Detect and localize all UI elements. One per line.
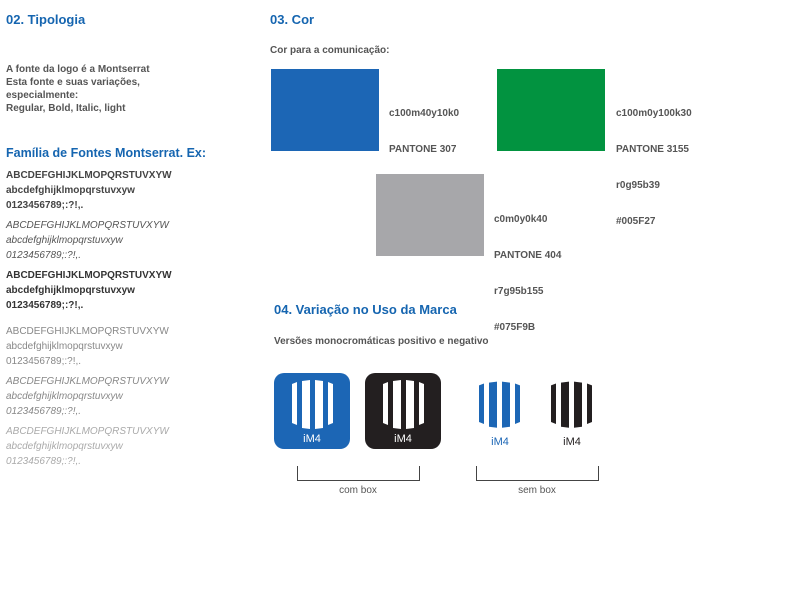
- com-box-label: com box: [339, 485, 377, 496]
- sem-box-label: sem box: [518, 485, 556, 496]
- font-sample-lighter-italic: ABCDEFGHIJKLMOPQRSTUVXYW abcdefghijklmop…: [6, 424, 169, 469]
- sample-line: abcdefghijklmopqrstuvxyw: [6, 285, 135, 296]
- intro-line: Esta fonte e suas variações,: [6, 77, 140, 88]
- font-sample-light-italic: ABCDEFGHIJKLMOPQRSTUVXYW abcdefghijklmop…: [6, 374, 169, 419]
- sample-line: abcdefghijklmopqrstuvxyw: [6, 391, 123, 402]
- color-codes-gray: c0m0y0k40 PANTONE 404 r7g95b155 #075F9B: [494, 190, 561, 346]
- sample-line: 0123456789;:?!,.: [6, 356, 82, 367]
- bracket-sem-box: [476, 466, 599, 481]
- cor-subtitle: Cor para a comunicação:: [270, 45, 390, 56]
- sample-line: 0123456789;:?!,.: [6, 300, 84, 311]
- font-sample-bold: ABCDEFGHIJKLMOPQRSTUVXYW abcdefghijklmop…: [6, 168, 172, 213]
- color-code: #005F27: [616, 216, 656, 227]
- sample-line: abcdefghijklmopqrstuvxyw: [6, 235, 123, 246]
- sample-line: ABCDEFGHIJKLMOPQRSTUVXYW: [6, 326, 169, 337]
- section-title-tipologia: 02. Tipologia: [6, 12, 86, 27]
- color-codes-green: c100m0y100k30 PANTONE 3155 r0g95b39 #005…: [616, 84, 692, 240]
- sample-line: ABCDEFGHIJKLMOPQRSTUVXYW: [6, 376, 169, 387]
- intro-line: especialmente:: [6, 90, 79, 101]
- intro-line: Regular, Bold, Italic, light: [6, 103, 126, 114]
- sample-line: 0123456789;:?!,.: [6, 200, 84, 211]
- bracket-com-box: [297, 466, 420, 481]
- font-sample-italic: ABCDEFGHIJKLMOPQRSTUVXYW abcdefghijklmop…: [6, 218, 169, 263]
- sample-line: ABCDEFGHIJKLMOPQRSTUVXYW: [6, 220, 169, 231]
- logo-nobox-black: iM4: [542, 375, 602, 451]
- sample-line: 0123456789;:?!,.: [6, 406, 82, 417]
- font-sample-extrabold: ABCDEFGHIJKLMOPQRSTUVXYW abcdefghijklmop…: [6, 268, 172, 313]
- logo-text: iM4: [303, 433, 321, 445]
- font-family-title: Família de Fontes Montserrat. Ex:: [6, 146, 207, 160]
- sample-line: ABCDEFGHIJKLMOPQRSTUVXYW: [6, 270, 172, 281]
- color-code: c100m40y10k0: [389, 108, 460, 119]
- sample-line: abcdefghijklmopqrstuvxyw: [6, 441, 123, 452]
- sample-line: 0123456789;:?!,.: [6, 456, 82, 467]
- sample-line: abcdefghijklmopqrstuvxyw: [6, 185, 135, 196]
- logo-mark-icon: [479, 381, 520, 428]
- color-swatch-blue: [271, 69, 379, 151]
- color-code: PANTONE 307: [389, 144, 457, 155]
- logo-nobox-blue: iM4: [470, 375, 530, 451]
- logo-mark-icon: [383, 380, 424, 429]
- logo-mark-icon: [551, 381, 592, 428]
- tipologia-intro: A fonte da logo é a Montserrat Esta font…: [6, 63, 246, 115]
- sample-line: abcdefghijklmopqrstuvxyw: [6, 341, 123, 352]
- intro-line: A fonte da logo é a Montserrat: [6, 64, 150, 75]
- section-title-variacao: 04. Variação no Uso da Marca: [274, 302, 457, 317]
- sample-line: ABCDEFGHIJKLMOPQRSTUVXYW: [6, 170, 172, 181]
- font-sample-light: ABCDEFGHIJKLMOPQRSTUVXYW abcdefghijklmop…: [6, 324, 169, 369]
- color-swatch-gray: [376, 174, 484, 256]
- logo-text: iM4: [394, 433, 412, 445]
- sample-line: 0123456789;:?!,.: [6, 250, 82, 261]
- color-code: PANTONE 3155: [616, 144, 689, 155]
- logo-box-black: iM4: [365, 373, 441, 449]
- color-code: c100m0y100k30: [616, 108, 692, 119]
- variacao-subtitle: Versões monocromáticas positivo e negati…: [274, 336, 489, 347]
- color-swatch-green: [497, 69, 605, 151]
- color-code: r7g95b155: [494, 286, 544, 297]
- color-code: c0m0y0k40: [494, 214, 548, 225]
- logo-text: iM4: [563, 436, 581, 448]
- color-code: #075F9B: [494, 322, 536, 333]
- logo-text: iM4: [491, 436, 509, 448]
- color-code: PANTONE 404: [494, 250, 562, 261]
- section-title-cor: 03. Cor: [270, 12, 315, 27]
- logo-box-blue: iM4: [274, 373, 350, 449]
- color-code: r0g95b39: [616, 180, 660, 191]
- logo-mark-icon: [292, 380, 333, 429]
- sample-line: ABCDEFGHIJKLMOPQRSTUVXYW: [6, 426, 169, 437]
